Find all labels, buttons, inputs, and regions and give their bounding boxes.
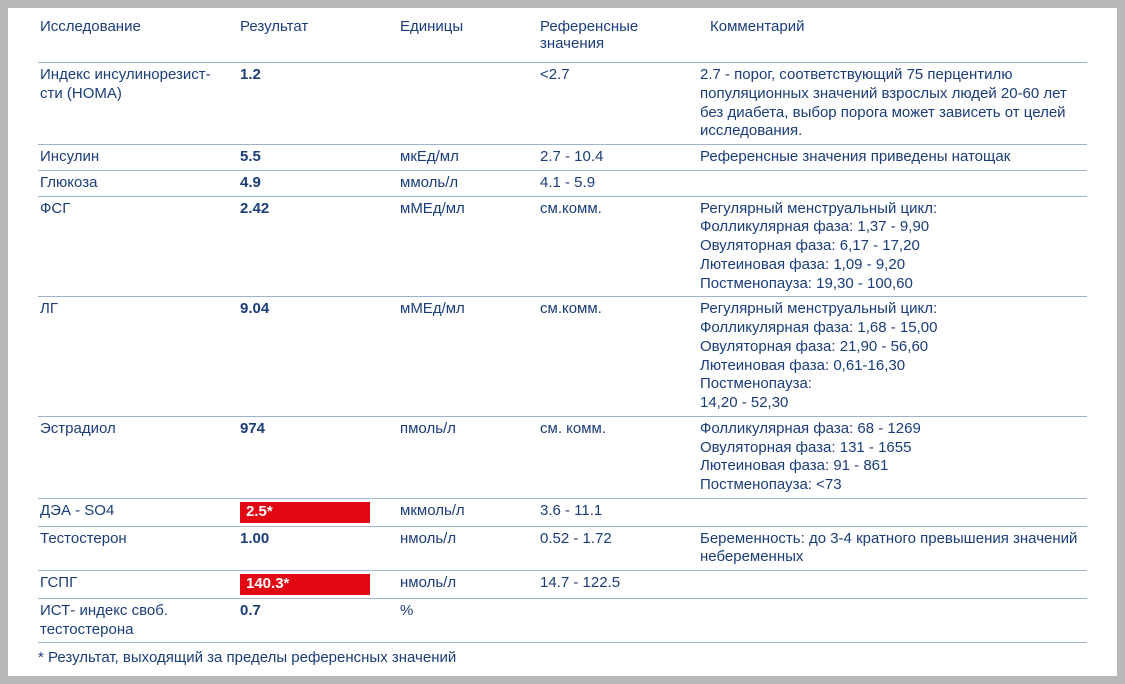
cell-units: % bbox=[398, 598, 538, 643]
cell-test: Эстрадиол bbox=[38, 416, 238, 498]
cell-test: ФСГ bbox=[38, 196, 238, 297]
cell-units bbox=[398, 63, 538, 145]
cell-comment bbox=[698, 598, 1087, 643]
cell-ref: 0.52 - 1.72 bbox=[538, 526, 698, 571]
cell-test: ИСТ- индекс своб. тестостерона bbox=[38, 598, 238, 643]
out-of-range-flag: 140.3* bbox=[240, 574, 370, 595]
table-row: Инсулин5.5мкЕд/мл2.7 - 10.4Референсные з… bbox=[38, 145, 1087, 171]
col-ref: Референсные значения bbox=[538, 14, 698, 63]
cell-test: ЛГ bbox=[38, 297, 238, 417]
cell-ref: см.комм. bbox=[538, 196, 698, 297]
table-row: ИСТ- индекс своб. тестостерона0.7% bbox=[38, 598, 1087, 643]
cell-comment: Регулярный менструальный цикл: Фолликуля… bbox=[698, 297, 1087, 417]
cell-ref: см. комм. bbox=[538, 416, 698, 498]
cell-units: мкмоль/л bbox=[398, 498, 538, 526]
cell-result: 5.5 bbox=[238, 145, 398, 171]
cell-result: 974 bbox=[238, 416, 398, 498]
cell-comment: 2.7 - порог, соответствующий 75 перценти… bbox=[698, 63, 1087, 145]
cell-test: Тестостерон bbox=[38, 526, 238, 571]
cell-ref: 3.6 - 11.1 bbox=[538, 498, 698, 526]
col-test: Исследование bbox=[38, 14, 238, 63]
table-row: ЛГ9.04мМЕд/млсм.комм.Регулярный менструа… bbox=[38, 297, 1087, 417]
cell-result: 2.42 bbox=[238, 196, 398, 297]
cell-test: ДЭА - SO4 bbox=[38, 498, 238, 526]
cell-comment: Регулярный менструальный цикл: Фолликуля… bbox=[698, 196, 1087, 297]
cell-result: 2.5* bbox=[238, 498, 398, 526]
cell-test: Инсулин bbox=[38, 145, 238, 171]
cell-ref: 4.1 - 5.9 bbox=[538, 170, 698, 196]
cell-comment bbox=[698, 170, 1087, 196]
cell-units: пмоль/л bbox=[398, 416, 538, 498]
out-of-range-flag: 2.5* bbox=[240, 502, 370, 523]
table-row: ГСПГ140.3* нмоль/л14.7 - 122.5 bbox=[38, 571, 1087, 599]
cell-ref bbox=[538, 598, 698, 643]
results-body: Индекс инсулинорезист- сти (HOMA)1.2 <2.7… bbox=[38, 63, 1087, 643]
cell-result: 1.00 bbox=[238, 526, 398, 571]
cell-comment bbox=[698, 571, 1087, 599]
cell-result: 9.04 bbox=[238, 297, 398, 417]
cell-units: мкЕд/мл bbox=[398, 145, 538, 171]
cell-ref: 14.7 - 122.5 bbox=[538, 571, 698, 599]
cell-comment: Беременность: до 3-4 кратного превышения… bbox=[698, 526, 1087, 571]
cell-ref: 2.7 - 10.4 bbox=[538, 145, 698, 171]
table-row: Индекс инсулинорезист- сти (HOMA)1.2 <2.7… bbox=[38, 63, 1087, 145]
table-row: Глюкоза4.9ммоль/л4.1 - 5.9 bbox=[38, 170, 1087, 196]
cell-result: 140.3* bbox=[238, 571, 398, 599]
cell-test: Индекс инсулинорезист- сти (HOMA) bbox=[38, 63, 238, 145]
col-units: Единицы bbox=[398, 14, 538, 63]
cell-units: нмоль/л bbox=[398, 571, 538, 599]
cell-units: ммоль/л bbox=[398, 170, 538, 196]
cell-units: мМЕд/мл bbox=[398, 297, 538, 417]
table-row: ДЭА - SO42.5* мкмоль/л3.6 - 11.1 bbox=[38, 498, 1087, 526]
cell-comment: Фолликулярная фаза: 68 - 1269 Овуляторна… bbox=[698, 416, 1087, 498]
cell-test: Глюкоза bbox=[38, 170, 238, 196]
lab-report-page: Исследование Результат Единицы Референсн… bbox=[8, 8, 1117, 676]
cell-result: 0.7 bbox=[238, 598, 398, 643]
cell-comment: Референсные значения приведены натощак bbox=[698, 145, 1087, 171]
cell-ref: <2.7 bbox=[538, 63, 698, 145]
cell-result: 1.2 bbox=[238, 63, 398, 145]
cell-units: мМЕд/мл bbox=[398, 196, 538, 297]
cell-result: 4.9 bbox=[238, 170, 398, 196]
header-row: Исследование Результат Единицы Референсн… bbox=[38, 14, 1087, 63]
results-table: Исследование Результат Единицы Референсн… bbox=[38, 14, 1087, 643]
table-row: Эстрадиол974пмоль/лсм. комм.Фолликулярна… bbox=[38, 416, 1087, 498]
cell-units: нмоль/л bbox=[398, 526, 538, 571]
cell-comment bbox=[698, 498, 1087, 526]
footnote: * Результат, выходящий за пределы рефере… bbox=[38, 643, 1087, 666]
col-result: Результат bbox=[238, 14, 398, 63]
table-row: Тестостерон1.00нмоль/л0.52 - 1.72Беремен… bbox=[38, 526, 1087, 571]
cell-ref: см.комм. bbox=[538, 297, 698, 417]
table-row: ФСГ2.42мМЕд/млсм.комм.Регулярный менстру… bbox=[38, 196, 1087, 297]
cell-test: ГСПГ bbox=[38, 571, 238, 599]
col-comment: Комментарий bbox=[698, 14, 1087, 63]
